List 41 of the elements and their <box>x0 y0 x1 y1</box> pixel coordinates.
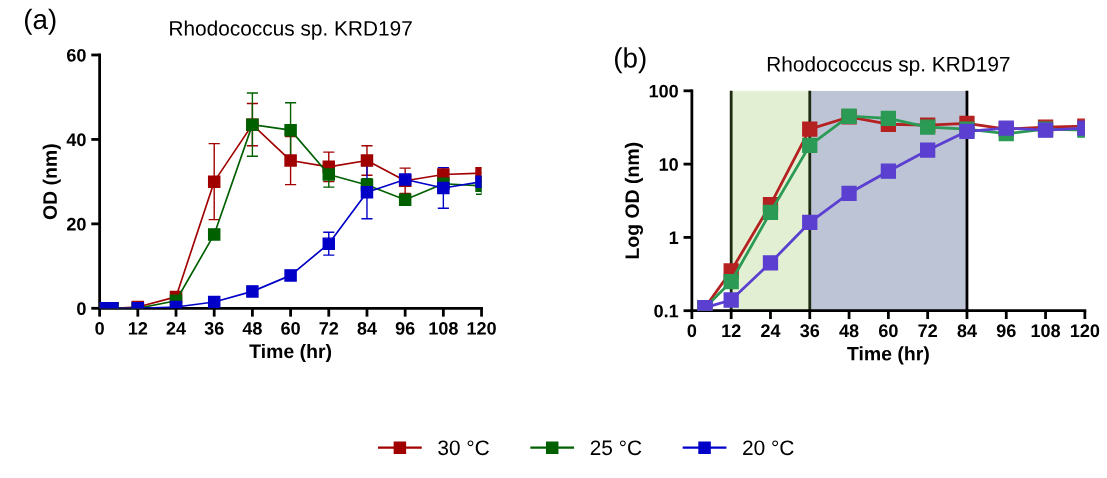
x-tick-label: 108 <box>1031 324 1061 338</box>
legend-label: 30 °C <box>438 440 489 456</box>
chart-title: Rhodococcus sp. KRD197 <box>767 56 1010 76</box>
text: (a) <box>24 8 56 35</box>
y-tick-label: 60 <box>67 48 86 62</box>
x-tick-label: 60 <box>878 324 898 338</box>
x-tick-label: 48 <box>839 324 859 338</box>
x-tick-label: 24 <box>166 321 186 335</box>
legend-label: 20 °C <box>743 440 794 456</box>
y-tick-label: 20 <box>66 217 86 231</box>
x-tick-label: 120 <box>467 321 496 335</box>
x-tick-label: 12 <box>722 324 741 337</box>
x-tick-label: 48 <box>242 321 262 335</box>
y-tick-label: 10 <box>659 158 678 171</box>
y-tick-label: 0.1 <box>654 304 679 318</box>
chart-title: Rhodococcus sp. KRD197 <box>170 20 412 40</box>
y-tick-label: 1 <box>669 231 679 244</box>
x-tick-label: 36 <box>800 324 820 338</box>
x-tick-label: 96 <box>395 321 415 335</box>
x-tick-label: 96 <box>996 324 1016 338</box>
x-tick-label: 0 <box>687 324 697 338</box>
x-tick-label: 72 <box>918 324 937 337</box>
x-tick-label: 120 <box>1070 324 1100 338</box>
y-axis-title: Log OD (nm) <box>624 142 643 259</box>
x-axis-title: Time (hr) <box>249 343 332 363</box>
x-tick-label: 84 <box>957 324 977 338</box>
y-tick-label: 40 <box>66 133 86 147</box>
x-tick-label: 84 <box>357 321 377 335</box>
text: (b) <box>615 47 646 74</box>
y-axis-title: OD (nm) <box>42 144 61 220</box>
x-axis-title: Time (hr) <box>847 346 929 365</box>
x-tick-label: 12 <box>128 321 148 335</box>
y-tick-label: 0 <box>77 302 86 316</box>
x-tick-label: 0 <box>95 321 104 335</box>
x-tick-label: 36 <box>204 321 224 335</box>
legend-label: 25 °C <box>590 440 642 456</box>
x-tick-label: 60 <box>281 321 300 335</box>
y-tick-label: 100 <box>649 84 678 98</box>
x-tick-label: 72 <box>319 321 339 335</box>
x-tick-label: 108 <box>429 321 458 335</box>
x-tick-label: 24 <box>761 324 781 337</box>
